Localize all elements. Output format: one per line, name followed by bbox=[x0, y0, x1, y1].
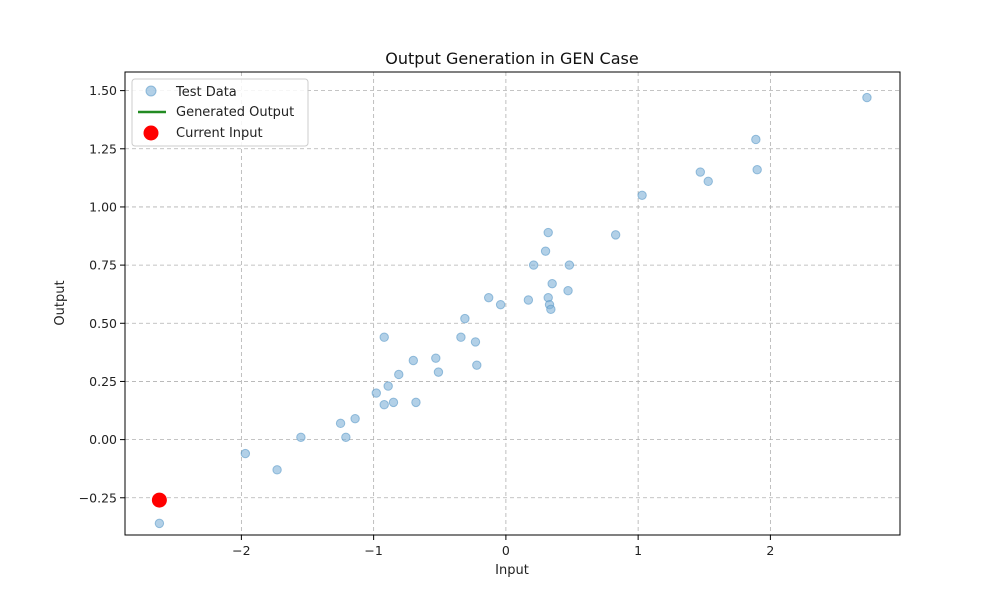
plot-frame bbox=[124, 71, 901, 536]
y-tick-label: 1.00 bbox=[89, 199, 117, 214]
test-data-point bbox=[610, 230, 621, 240]
y-tick-label: 1.25 bbox=[89, 141, 117, 156]
test-data-point bbox=[394, 369, 404, 380]
test-data-point bbox=[154, 518, 165, 529]
test-data-point bbox=[564, 260, 575, 270]
y-axis-label: Output bbox=[53, 280, 68, 325]
test-data-point bbox=[862, 92, 872, 103]
legend-marker-current-input bbox=[143, 125, 159, 141]
test-data-point bbox=[383, 381, 393, 391]
test-data-point bbox=[563, 286, 573, 296]
grid-lines bbox=[125, 72, 900, 535]
test-data-point bbox=[350, 413, 360, 424]
test-data-point bbox=[335, 418, 346, 429]
legend: Test Data Generated Output Current Input bbox=[131, 78, 309, 147]
test-data-point bbox=[752, 165, 762, 175]
test-data-point bbox=[296, 432, 306, 442]
test-data-point bbox=[540, 246, 551, 256]
chart-title: Output Generation in GEN Case bbox=[385, 49, 638, 68]
test-data-point bbox=[495, 299, 506, 310]
test-data-point bbox=[371, 388, 381, 398]
legend-marker-test-data bbox=[145, 85, 157, 97]
test-data-point bbox=[341, 432, 351, 442]
test-data-point bbox=[703, 176, 713, 187]
x-axis-ticks: −2 −1 0 1 2 bbox=[232, 535, 774, 558]
y-tick-label: 0.50 bbox=[89, 316, 117, 331]
test-data-point bbox=[523, 295, 534, 305]
y-tick-label: 0.75 bbox=[89, 258, 117, 273]
test-data-point bbox=[388, 397, 399, 408]
test-data-point bbox=[240, 448, 251, 459]
test-data-point bbox=[751, 134, 761, 145]
legend-label-generated-output: Generated Output bbox=[176, 105, 294, 120]
y-tick-label: 1.50 bbox=[89, 83, 117, 98]
test-data-point bbox=[379, 400, 389, 410]
test-data-point bbox=[483, 292, 494, 303]
test-data-point bbox=[546, 304, 556, 315]
test-data-point bbox=[411, 397, 421, 408]
y-tick-label: 0.00 bbox=[89, 432, 117, 447]
x-tick-label: −1 bbox=[364, 543, 382, 558]
x-tick-label: −2 bbox=[232, 543, 250, 558]
test-data-point bbox=[472, 360, 482, 370]
x-tick-label: 0 bbox=[502, 543, 510, 558]
y-axis-ticks: −0.25 0.00 0.25 0.50 0.75 1.00 1.25 1.50 bbox=[79, 83, 125, 505]
test-data-point bbox=[543, 227, 553, 238]
x-axis-label: Input bbox=[495, 563, 529, 578]
test-data-point bbox=[379, 332, 389, 342]
legend-box bbox=[131, 78, 309, 147]
test-data-point bbox=[547, 279, 557, 289]
test-data-point bbox=[528, 260, 539, 270]
test-data-point bbox=[408, 355, 419, 366]
test-data-point bbox=[272, 465, 282, 475]
legend-label-test-data: Test Data bbox=[175, 85, 237, 100]
y-tick-label: −0.25 bbox=[79, 490, 117, 505]
x-tick-label: 1 bbox=[634, 543, 642, 558]
test-data-point bbox=[460, 313, 470, 324]
legend-label-current-input: Current Input bbox=[176, 126, 263, 141]
test-data-point bbox=[431, 353, 441, 363]
test-data-point bbox=[456, 332, 466, 342]
test-data-point bbox=[695, 167, 705, 177]
y-tick-label: 0.25 bbox=[89, 374, 117, 389]
test-data-point bbox=[433, 367, 444, 377]
current-input-point bbox=[151, 492, 167, 508]
x-tick-label: 2 bbox=[766, 543, 774, 558]
test-data-point bbox=[470, 337, 481, 347]
data-points bbox=[151, 92, 872, 529]
test-data-point bbox=[637, 190, 647, 201]
